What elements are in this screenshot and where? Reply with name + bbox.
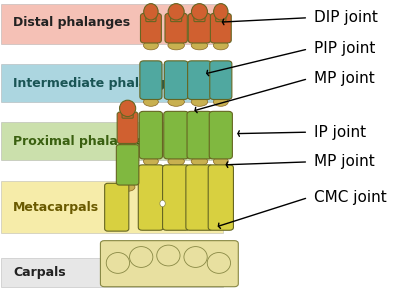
- FancyBboxPatch shape: [141, 13, 161, 43]
- Ellipse shape: [191, 41, 208, 50]
- Ellipse shape: [143, 157, 158, 166]
- Ellipse shape: [143, 98, 158, 106]
- FancyBboxPatch shape: [194, 10, 205, 22]
- Ellipse shape: [191, 4, 208, 20]
- Text: PIP joint: PIP joint: [314, 41, 376, 56]
- FancyBboxPatch shape: [138, 165, 164, 230]
- Ellipse shape: [214, 98, 228, 106]
- Ellipse shape: [168, 4, 184, 20]
- Ellipse shape: [160, 200, 165, 207]
- FancyBboxPatch shape: [164, 61, 188, 100]
- Ellipse shape: [214, 41, 228, 50]
- FancyBboxPatch shape: [162, 165, 190, 230]
- FancyBboxPatch shape: [209, 111, 233, 159]
- Text: Carpals: Carpals: [13, 266, 66, 279]
- FancyBboxPatch shape: [208, 165, 233, 230]
- FancyBboxPatch shape: [139, 111, 162, 159]
- FancyBboxPatch shape: [117, 112, 138, 143]
- FancyBboxPatch shape: [210, 61, 232, 100]
- Ellipse shape: [191, 157, 208, 166]
- Ellipse shape: [168, 41, 185, 50]
- FancyBboxPatch shape: [188, 13, 211, 43]
- Ellipse shape: [207, 253, 231, 273]
- Text: Distal phalanges: Distal phalanges: [13, 16, 130, 29]
- Ellipse shape: [214, 4, 228, 20]
- Text: Proximal phalanges: Proximal phalanges: [13, 135, 152, 148]
- Ellipse shape: [143, 41, 158, 50]
- FancyBboxPatch shape: [164, 111, 189, 159]
- Ellipse shape: [120, 141, 135, 150]
- FancyBboxPatch shape: [1, 4, 223, 44]
- Text: IP joint: IP joint: [314, 125, 366, 140]
- Ellipse shape: [106, 253, 129, 273]
- FancyBboxPatch shape: [100, 241, 238, 287]
- FancyBboxPatch shape: [116, 145, 139, 185]
- FancyBboxPatch shape: [216, 10, 226, 22]
- Text: DIP joint: DIP joint: [314, 10, 378, 25]
- Ellipse shape: [157, 245, 180, 266]
- FancyBboxPatch shape: [1, 259, 223, 287]
- Ellipse shape: [129, 247, 153, 267]
- FancyBboxPatch shape: [186, 165, 213, 230]
- Text: Metacarpals: Metacarpals: [13, 202, 99, 214]
- Ellipse shape: [168, 157, 185, 166]
- FancyBboxPatch shape: [1, 181, 223, 233]
- Text: MP joint: MP joint: [314, 154, 375, 169]
- FancyBboxPatch shape: [187, 111, 212, 159]
- Ellipse shape: [120, 100, 136, 117]
- FancyBboxPatch shape: [170, 10, 182, 22]
- Text: MP joint: MP joint: [314, 71, 375, 86]
- FancyBboxPatch shape: [105, 183, 129, 231]
- Text: CMC joint: CMC joint: [314, 190, 387, 205]
- Ellipse shape: [120, 183, 135, 191]
- Ellipse shape: [191, 98, 208, 106]
- Ellipse shape: [144, 4, 158, 20]
- FancyBboxPatch shape: [122, 107, 133, 118]
- FancyBboxPatch shape: [188, 61, 211, 100]
- Ellipse shape: [214, 157, 228, 166]
- FancyBboxPatch shape: [1, 64, 223, 102]
- FancyBboxPatch shape: [1, 122, 223, 160]
- FancyBboxPatch shape: [210, 13, 231, 43]
- FancyBboxPatch shape: [140, 61, 162, 100]
- Ellipse shape: [168, 98, 185, 106]
- Text: Intermediate phalanges: Intermediate phalanges: [13, 76, 181, 90]
- Ellipse shape: [184, 247, 207, 267]
- FancyBboxPatch shape: [165, 13, 187, 43]
- FancyBboxPatch shape: [146, 10, 156, 22]
